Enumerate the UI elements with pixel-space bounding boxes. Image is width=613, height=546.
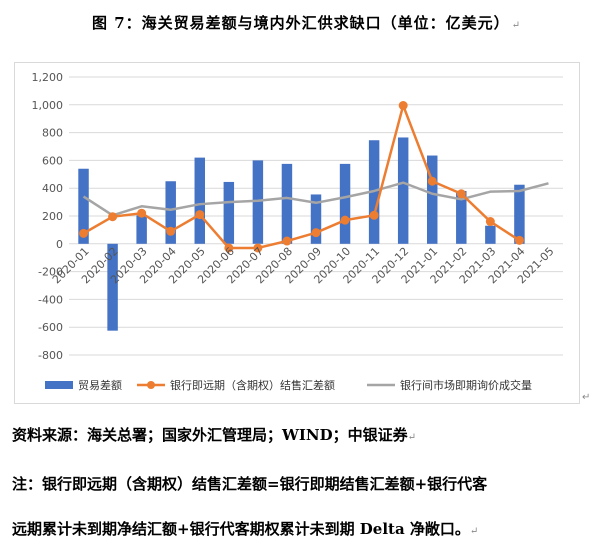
- legend-label: 银行即远期（含期权）结售汇差额: [170, 378, 335, 392]
- bar: [78, 168, 89, 244]
- legend-marker: [147, 381, 155, 389]
- paragraph-mark: ↵: [407, 432, 416, 443]
- bar: [485, 225, 496, 244]
- chart-area: 1,200 1,000 800 600 400 200 0 -200 -400 -600 -800 2…: [14, 62, 580, 404]
- y-tick-label: 200: [42, 210, 63, 223]
- y-tick-label: -200: [38, 266, 63, 279]
- line-point: [427, 176, 437, 186]
- bar: [136, 215, 147, 244]
- note-line-1: 注：银行即远期（含期权）结售汇差额=银行即期结售汇差额+银行代客: [12, 473, 487, 494]
- bar: [281, 163, 293, 244]
- y-tick-label: 800: [42, 127, 63, 140]
- line-point: [311, 228, 321, 238]
- line-point: [282, 236, 292, 246]
- bar: [252, 160, 264, 244]
- bar: [339, 163, 351, 244]
- bar: [427, 155, 438, 244]
- legend-item: 贸易差额: [45, 378, 122, 392]
- bar: [223, 181, 235, 244]
- note-line-2: 远期累计未到期净结汇额+银行代客期权累计未到期 Delta 净敞口。↵: [12, 518, 478, 539]
- chart-title: 图 7：海关贸易差额与境内外汇供求缺口（单位：亿美元） ↵: [0, 12, 613, 33]
- legend-label: 贸易差额: [78, 378, 122, 392]
- y-tick-label: 1,000: [32, 99, 64, 112]
- y-tick-label: -600: [38, 321, 63, 334]
- paragraph-mark: ↵: [511, 20, 522, 31]
- legend-swatch: [45, 381, 73, 389]
- line-point: [166, 226, 176, 236]
- line-point: [253, 243, 263, 253]
- line-point: [369, 210, 379, 220]
- y-tick-label: 400: [42, 182, 63, 195]
- line-point: [79, 228, 89, 238]
- bar: [107, 243, 118, 331]
- bar: [456, 190, 467, 244]
- note-text-2: 远期累计未到期净结汇额+银行代客期权累计未到期 Delta 净敞口。: [12, 520, 470, 538]
- line-point: [340, 215, 350, 225]
- bar: [397, 137, 409, 244]
- paragraph-mark: ↵: [582, 392, 591, 403]
- legend-item: 银行即远期（含期权）结售汇差额: [137, 378, 335, 392]
- y-tick-label: 600: [42, 154, 63, 167]
- line-point: [108, 212, 118, 222]
- y-tick-label: 0: [56, 238, 63, 251]
- bar: [194, 157, 205, 244]
- chart-svg: 1,2001,0008006004002000-200-400-600-8002…: [32, 71, 563, 392]
- y-tick-label: -800: [38, 349, 63, 362]
- line-point: [195, 210, 205, 220]
- line-point: [224, 243, 234, 253]
- bar: [165, 181, 176, 244]
- y-tick-label: -400: [38, 293, 63, 306]
- legend-item: 银行间市场即期询价成交量: [367, 378, 532, 392]
- source-line: 资料来源：海关总署；国家外汇管理局；WIND；中银证券↵: [12, 424, 416, 445]
- line-point: [456, 189, 466, 199]
- chart-title-text: 图 7：海关贸易差额与境内外汇供求缺口（单位：亿美元）: [91, 14, 510, 32]
- y-tick-label: 1,200: [32, 71, 64, 84]
- series-line-bank-fx: [82, 104, 521, 250]
- bar: [310, 194, 322, 244]
- line-point: [514, 235, 524, 245]
- line-point: [398, 100, 408, 110]
- legend-label: 银行间市场即期询价成交量: [400, 378, 532, 392]
- line-point: [137, 208, 147, 218]
- series-line-interbank: [82, 181, 549, 217]
- paragraph-mark: ↵: [469, 526, 479, 537]
- note-text-1: 注：银行即远期（含期权）结售汇差额=银行即期结售汇差额+银行代客: [12, 475, 488, 493]
- bar: [514, 184, 525, 244]
- line-point: [485, 217, 495, 227]
- source-text: 资料来源：海关总署；国家外汇管理局；WIND；中银证券: [12, 426, 408, 444]
